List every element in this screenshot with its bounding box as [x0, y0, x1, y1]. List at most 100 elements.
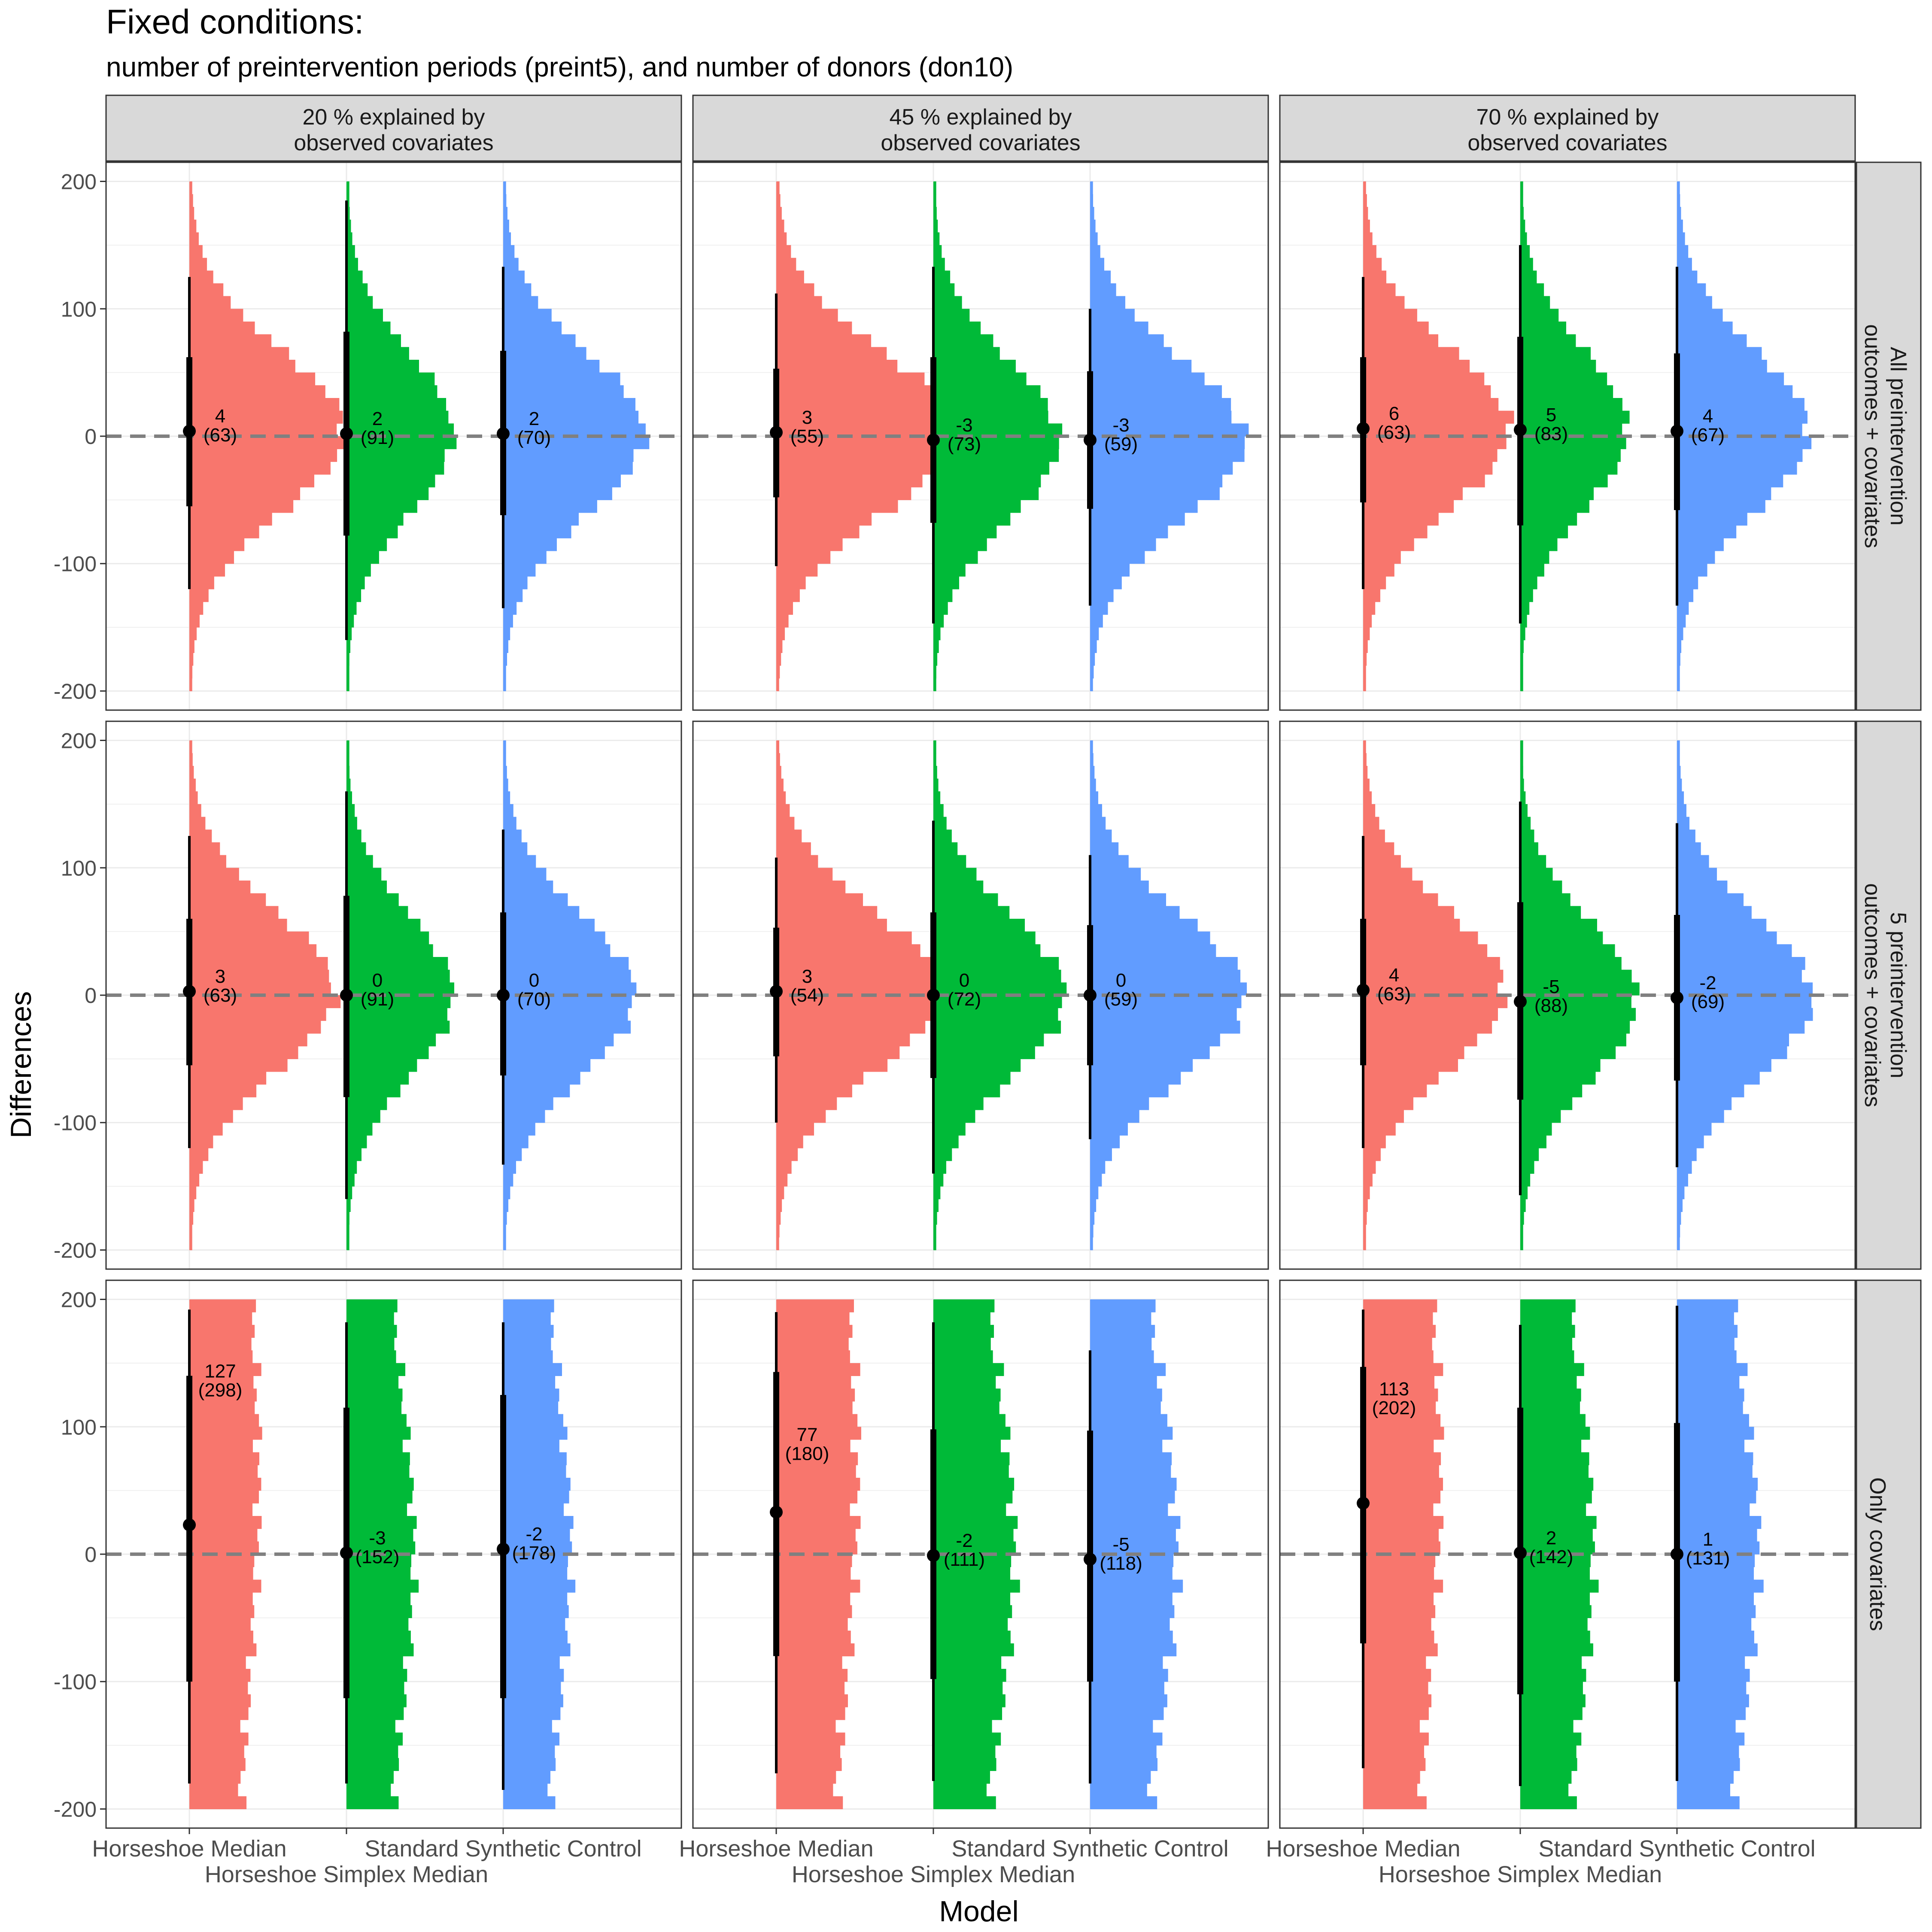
facet-column-strip	[692, 94, 1269, 162]
histogram-bar	[1090, 740, 1093, 753]
histogram-bar	[1363, 653, 1367, 666]
histogram-bar	[1363, 283, 1396, 297]
histogram-bar	[1090, 1110, 1139, 1123]
histogram-bar	[933, 1669, 1006, 1682]
histogram-bar	[776, 665, 780, 679]
histogram-bar	[346, 538, 387, 551]
histogram-bar	[1363, 753, 1367, 766]
histogram-bar	[1520, 1707, 1583, 1720]
histogram-bar	[503, 1732, 560, 1746]
histogram-bar	[933, 1681, 1003, 1695]
histogram-bar	[1090, 385, 1222, 398]
histogram-bar	[1363, 232, 1373, 246]
histogram-bar	[1677, 462, 1797, 475]
histogram-bar	[1090, 1186, 1099, 1200]
histogram-bar	[933, 1605, 1012, 1618]
histogram-bar	[346, 817, 357, 830]
histogram-bar	[1363, 1312, 1433, 1325]
histogram-bar	[1090, 1046, 1210, 1059]
histogram-bar	[346, 1465, 410, 1478]
histogram-bar	[1090, 1135, 1120, 1148]
histogram-bar	[1677, 1439, 1745, 1453]
median-label: 2	[529, 408, 539, 429]
histogram-bar	[776, 1503, 850, 1516]
histogram-bar	[1363, 1707, 1429, 1720]
histogram-bar	[933, 1363, 1004, 1376]
histogram-bar	[1677, 1745, 1739, 1759]
histogram-bar	[1363, 1541, 1440, 1555]
histogram-bar	[189, 804, 201, 817]
histogram-bar	[1090, 1554, 1174, 1567]
histogram-bar	[1363, 627, 1370, 641]
median-label: 0	[529, 970, 539, 991]
histogram-bar	[776, 410, 950, 424]
histogram-bar	[1090, 1605, 1175, 1618]
histogram-bar	[1677, 1732, 1745, 1746]
histogram-bar	[933, 1567, 1011, 1580]
histogram-bar	[346, 551, 379, 564]
histogram-bar	[776, 181, 780, 194]
sd-label: (67)	[1691, 425, 1725, 446]
histogram-bar	[1363, 1186, 1370, 1200]
histogram-bar	[503, 1516, 574, 1529]
histogram-bar	[776, 1631, 851, 1644]
histogram-bar	[1520, 1567, 1590, 1580]
median-point	[1084, 989, 1097, 1002]
histogram-bar	[933, 181, 936, 194]
histogram-bar	[503, 474, 621, 488]
histogram-bar	[189, 1312, 252, 1325]
histogram-bar	[1520, 309, 1559, 322]
facet-row-label: 5 preinterventionoutcomes + covariates	[1860, 883, 1911, 1107]
figure-subtitle: number of preintervention periods (prein…	[106, 52, 1013, 82]
histogram-bar	[1520, 1199, 1526, 1212]
histogram-bar	[1363, 931, 1478, 945]
histogram-bar	[1363, 1643, 1438, 1656]
y-tick-label: 100	[61, 297, 97, 321]
sd-label: (63)	[204, 425, 237, 446]
histogram-bar	[1520, 778, 1524, 792]
histogram-bar	[1363, 829, 1385, 843]
histogram-bar	[933, 1516, 1018, 1529]
histogram-bar	[1363, 957, 1500, 970]
histogram-bar	[346, 347, 409, 360]
histogram-bar	[1677, 474, 1783, 488]
histogram-bar	[346, 1681, 404, 1695]
facet-panel: 77(180) -2(111) -5(118)	[692, 1279, 1269, 1829]
facet-column-strip	[1279, 94, 1856, 162]
histogram-bar	[189, 766, 194, 779]
facet-panel: 3(55)-3(73)-3(59)	[692, 161, 1269, 711]
histogram-bar	[1677, 678, 1680, 691]
sd-label: (91)	[361, 427, 394, 448]
histogram-bar	[346, 1758, 399, 1771]
histogram-bar	[346, 563, 371, 577]
histogram-bar	[1090, 1719, 1153, 1733]
histogram-bar	[1520, 918, 1597, 932]
histogram-bar	[503, 804, 513, 817]
histogram-bar	[1677, 791, 1684, 805]
histogram-bar	[1090, 1580, 1183, 1593]
histogram-bar	[1363, 1350, 1434, 1364]
histogram-bar	[1363, 1199, 1368, 1212]
histogram-bar	[1363, 296, 1405, 309]
histogram-bar	[1363, 258, 1382, 271]
histogram-bar	[1520, 1021, 1630, 1034]
histogram-bar	[776, 1719, 836, 1733]
histogram-bar	[933, 1465, 1009, 1478]
histogram-bar	[933, 474, 1041, 488]
histogram-bar	[189, 513, 272, 526]
histogram-bar	[189, 1439, 253, 1453]
histogram-bar	[1363, 1567, 1434, 1580]
histogram-bar	[503, 1046, 605, 1059]
histogram-bar	[346, 1605, 412, 1618]
histogram-bar	[1090, 957, 1238, 970]
histogram-bar	[933, 1324, 994, 1338]
histogram-bar	[503, 778, 508, 792]
histogram-bar	[933, 1299, 995, 1312]
histogram-bar	[503, 538, 557, 551]
median-label: -5	[1112, 1534, 1129, 1555]
facet-column-label: 45 % explained by observed covariates	[881, 105, 1080, 155]
histogram-bar	[346, 359, 419, 373]
histogram-bar	[1677, 1567, 1754, 1580]
histogram-bar	[503, 359, 600, 373]
histogram-bar	[1677, 627, 1683, 641]
